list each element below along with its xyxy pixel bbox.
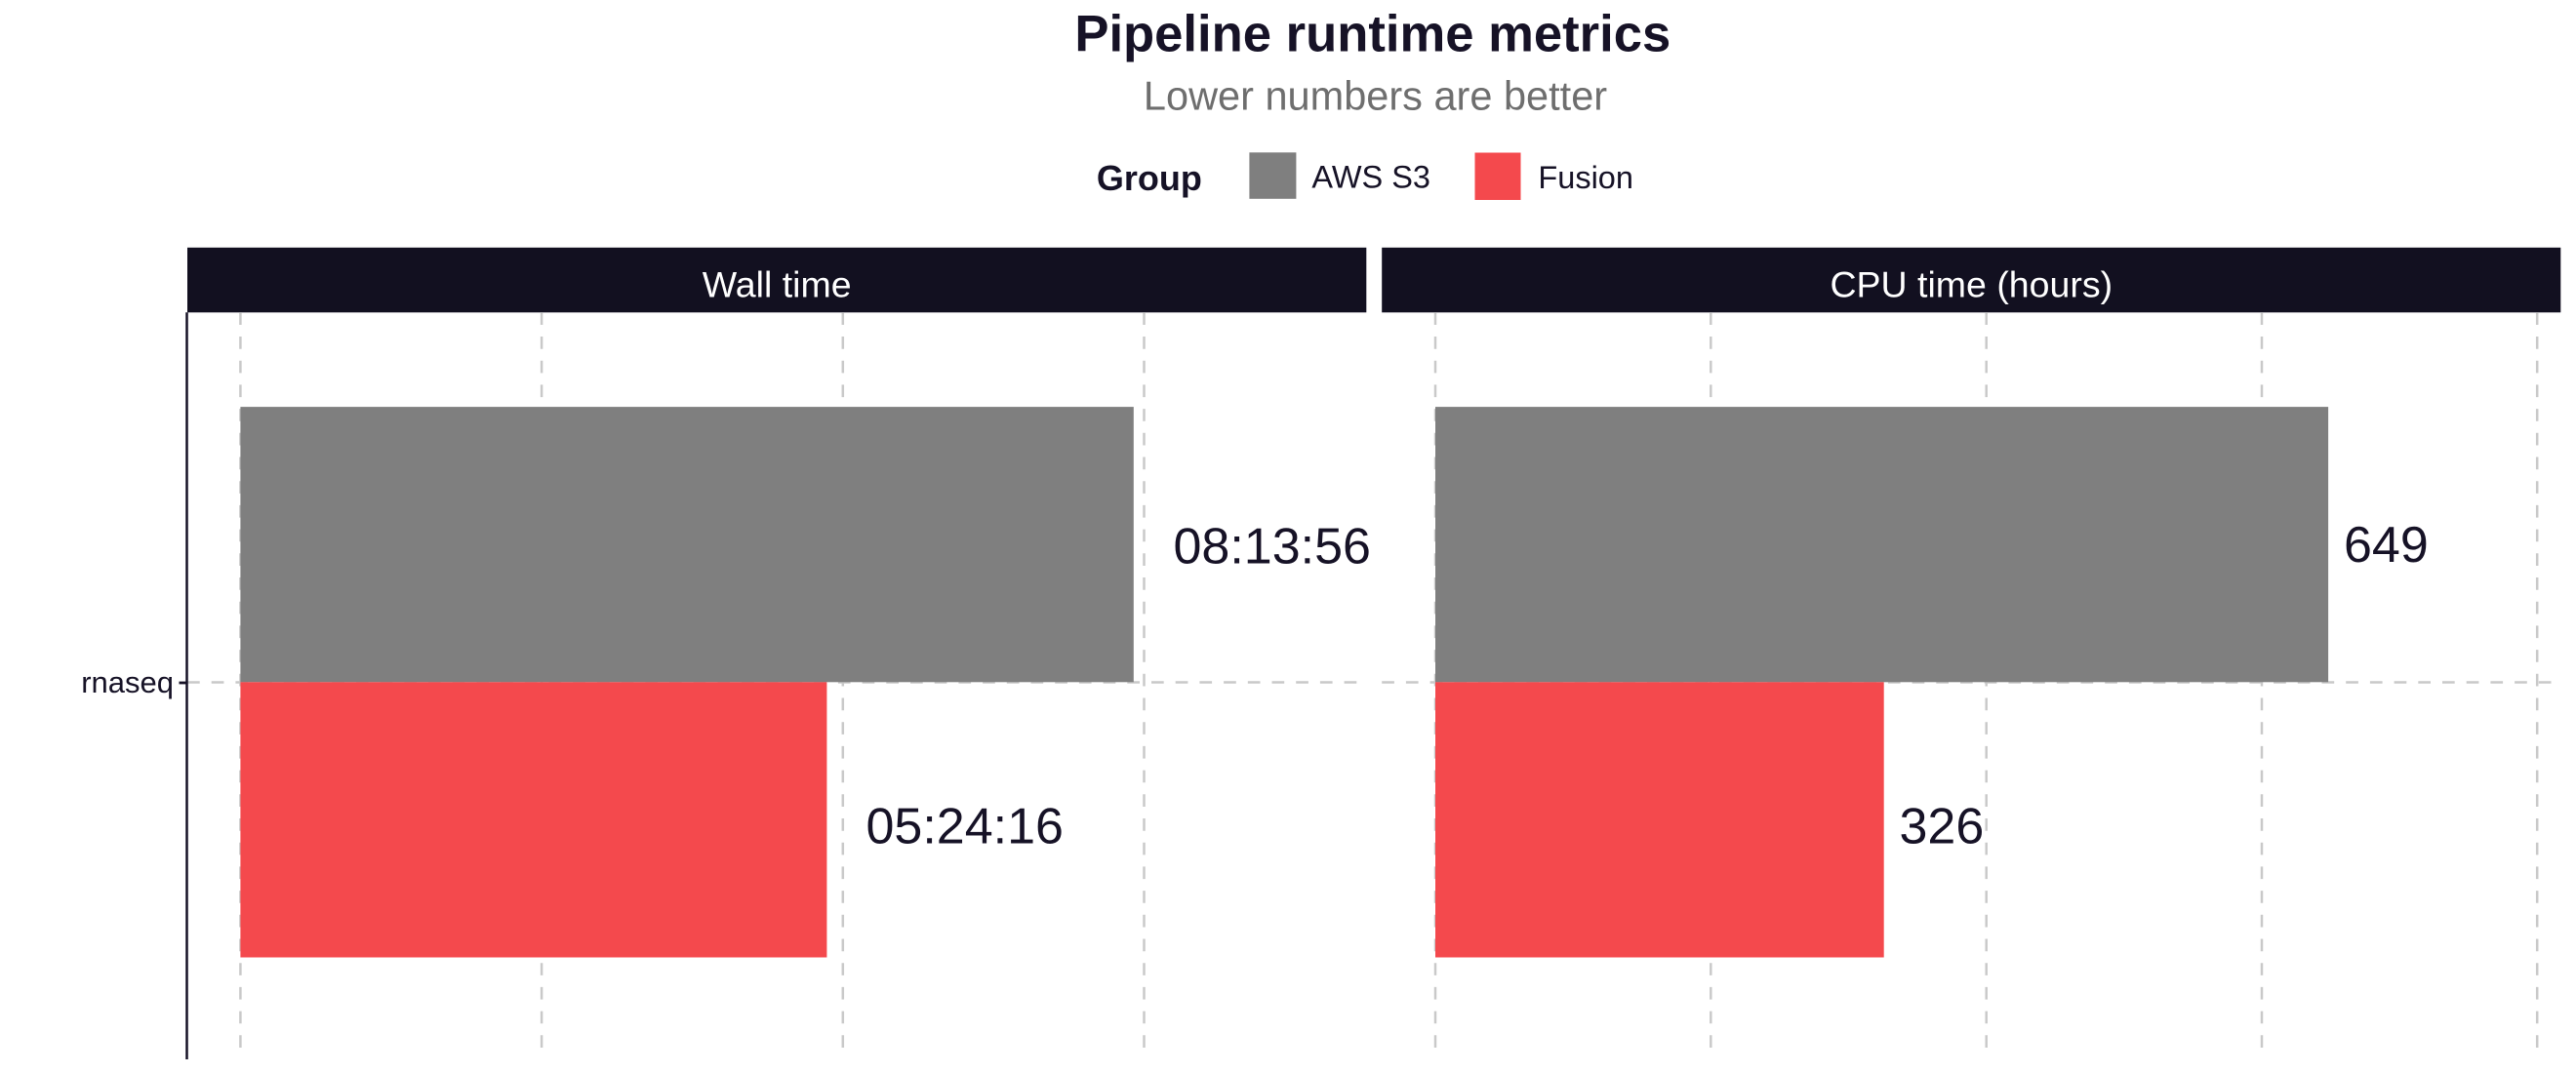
svg-text:Group: Group xyxy=(1097,158,1202,198)
svg-text:Fusion: Fusion xyxy=(1538,160,1633,195)
svg-text:CPU time (hours): CPU time (hours) xyxy=(1830,264,2113,305)
svg-text:Lower numbers are better: Lower numbers are better xyxy=(1144,73,1607,119)
svg-text:05:24:16: 05:24:16 xyxy=(866,798,1064,854)
svg-text:Pipeline runtime metrics: Pipeline runtime metrics xyxy=(1074,5,1670,62)
svg-text:649: 649 xyxy=(2344,517,2429,574)
svg-text:08:13:56: 08:13:56 xyxy=(1174,519,1371,576)
svg-text:Wall time: Wall time xyxy=(703,264,852,305)
svg-text:326: 326 xyxy=(1900,798,1985,854)
svg-text:AWS S3: AWS S3 xyxy=(1311,160,1430,195)
svg-text:rnaseq: rnaseq xyxy=(81,665,174,699)
